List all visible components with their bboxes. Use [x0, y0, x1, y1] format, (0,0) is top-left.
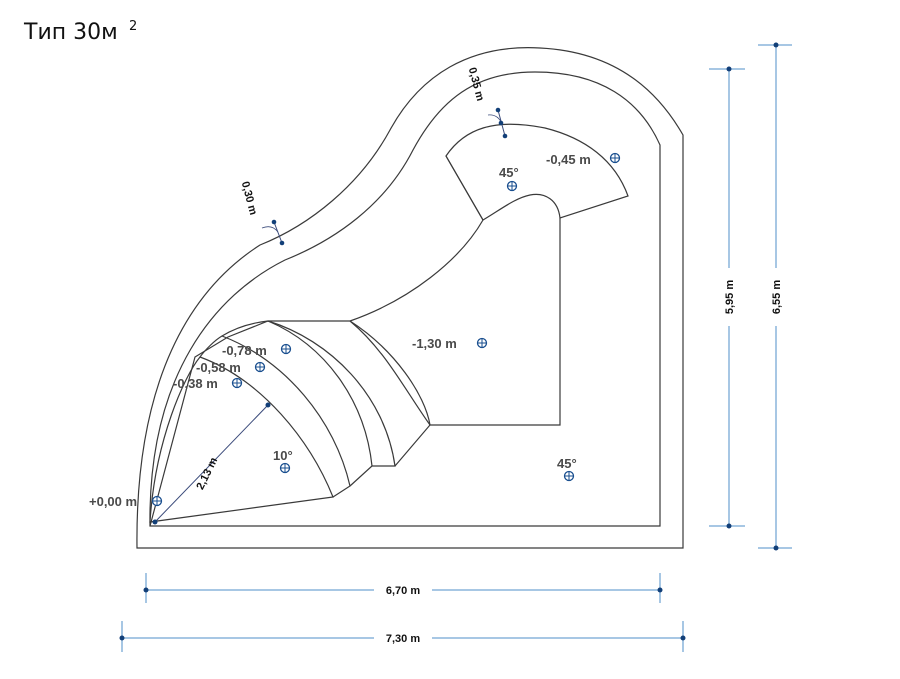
shelf-area	[445, 123, 629, 221]
width-outer-label: 7,30 m	[386, 633, 420, 645]
marker-deep	[476, 337, 488, 349]
plan-title: Тип 30м	[23, 20, 118, 45]
stair-step-4	[267, 320, 396, 467]
level-deep-label: -1,30 m	[412, 336, 457, 351]
wall-left-dim-line	[273, 221, 283, 244]
pool-outer-contour	[136, 47, 684, 549]
dim-width-outer	[119, 621, 686, 652]
wall-left-dot-a	[271, 219, 277, 225]
wall-top-dot-a	[495, 107, 501, 113]
wall-left-arc	[261, 226, 279, 233]
wall-top-dot-b	[502, 133, 508, 139]
marker-corner-slope	[563, 470, 575, 482]
marker-step2	[254, 361, 266, 373]
marker-shelf-slope	[506, 180, 518, 192]
marker-step3	[280, 343, 292, 355]
radius-label: 2,13 m	[194, 455, 220, 491]
dim-width-inner	[143, 573, 663, 603]
level-start-label: +0,00 m	[89, 494, 137, 509]
angle-corner-label: 45°	[557, 456, 577, 471]
marker-start	[151, 495, 163, 507]
dim-height-inner	[709, 66, 745, 529]
stair-step-3	[221, 320, 373, 487]
level-step2-label: -0,58 m	[196, 360, 241, 375]
level-step1-label: -0,38 m	[173, 376, 218, 391]
wall-top-dot-mid	[498, 120, 504, 126]
angle-steps-label: 10°	[273, 448, 293, 463]
marker-shelf	[609, 152, 621, 164]
stair-step-5	[349, 320, 431, 467]
angle-shelf-label: 45°	[499, 165, 519, 180]
pool-inner-contour	[149, 71, 661, 527]
height-outer-label: 6,55 m	[771, 280, 783, 314]
radius-end-dot	[152, 519, 158, 525]
radius-line	[154, 404, 269, 523]
marker-steps-slope	[279, 462, 291, 474]
stair-step-2	[199, 335, 351, 498]
height-inner-label: 5,95 m	[724, 280, 736, 314]
plan-title-superscript: 2	[129, 19, 137, 34]
marker-step1	[231, 377, 243, 389]
dim-height-outer	[758, 42, 792, 551]
width-inner-label: 6,70 m	[386, 585, 420, 597]
radius-center-dot	[265, 402, 271, 408]
wall-left-dot-b	[279, 240, 285, 246]
level-shelf-label: -0,45 m	[546, 152, 591, 167]
wall-top-label: 0,35 m	[466, 66, 487, 102]
level-step3-label: -0,78 m	[222, 343, 267, 358]
wall-left-label: 0,30 m	[239, 180, 260, 216]
shelf-slope-left	[445, 155, 484, 221]
